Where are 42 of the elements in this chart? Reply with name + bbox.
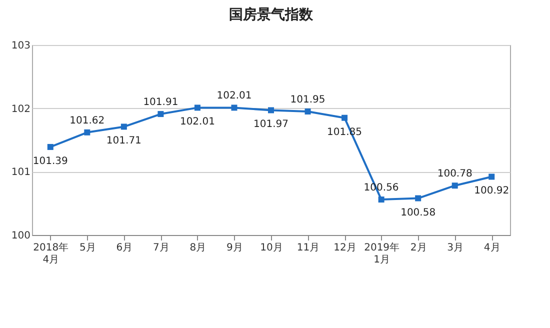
x-tick-label: 7月 bbox=[153, 242, 170, 254]
x-tick-label: 2019年 1月 bbox=[364, 242, 400, 266]
x-tick-label: 8月 bbox=[190, 242, 206, 254]
x-tick-label: 6月 bbox=[116, 242, 133, 254]
data-label: 102.01 bbox=[216, 90, 252, 102]
x-tick-label: 9月 bbox=[226, 242, 243, 254]
data-label: 102.01 bbox=[180, 116, 215, 128]
point bbox=[231, 104, 238, 111]
point bbox=[304, 108, 311, 114]
x-tick-label: 4月 bbox=[484, 242, 500, 254]
data-label: 101.62 bbox=[70, 115, 105, 126]
x-tick-label: 12月 bbox=[334, 242, 356, 254]
y-tick-label: 102 bbox=[11, 104, 30, 115]
y-tick-label: 100 bbox=[11, 230, 30, 242]
data-label: 101.39 bbox=[32, 156, 68, 167]
x-tick-label: 11月 bbox=[296, 242, 320, 254]
x-tick-label: 2018年 4月 bbox=[33, 242, 69, 266]
y-tick-label: 101 bbox=[11, 167, 30, 178]
point bbox=[268, 107, 274, 114]
data-label: 100.92 bbox=[474, 186, 510, 197]
point bbox=[47, 144, 54, 150]
data-label: 100.78 bbox=[437, 168, 472, 180]
point bbox=[342, 114, 348, 121]
point bbox=[120, 124, 127, 130]
point bbox=[158, 111, 164, 118]
point bbox=[194, 104, 200, 111]
data-label: 101.71 bbox=[106, 136, 142, 147]
point bbox=[488, 174, 495, 180]
x-tick-label: 5月 bbox=[79, 242, 96, 254]
data-label: 101.91 bbox=[143, 97, 178, 108]
x-tick-label: 2月 bbox=[410, 242, 427, 254]
point bbox=[378, 196, 384, 203]
data-label: 101.95 bbox=[290, 94, 326, 106]
point bbox=[452, 182, 458, 189]
x-tick-label: 3月 bbox=[447, 242, 464, 254]
data-label: 100.58 bbox=[400, 207, 436, 218]
data-label: 101.97 bbox=[254, 119, 288, 130]
chart-title: 国房景气指数 bbox=[229, 6, 314, 23]
point bbox=[84, 129, 90, 136]
y-tick-label: 103 bbox=[11, 40, 30, 52]
point bbox=[415, 195, 422, 202]
x-tick-label: 10月 bbox=[260, 242, 283, 254]
